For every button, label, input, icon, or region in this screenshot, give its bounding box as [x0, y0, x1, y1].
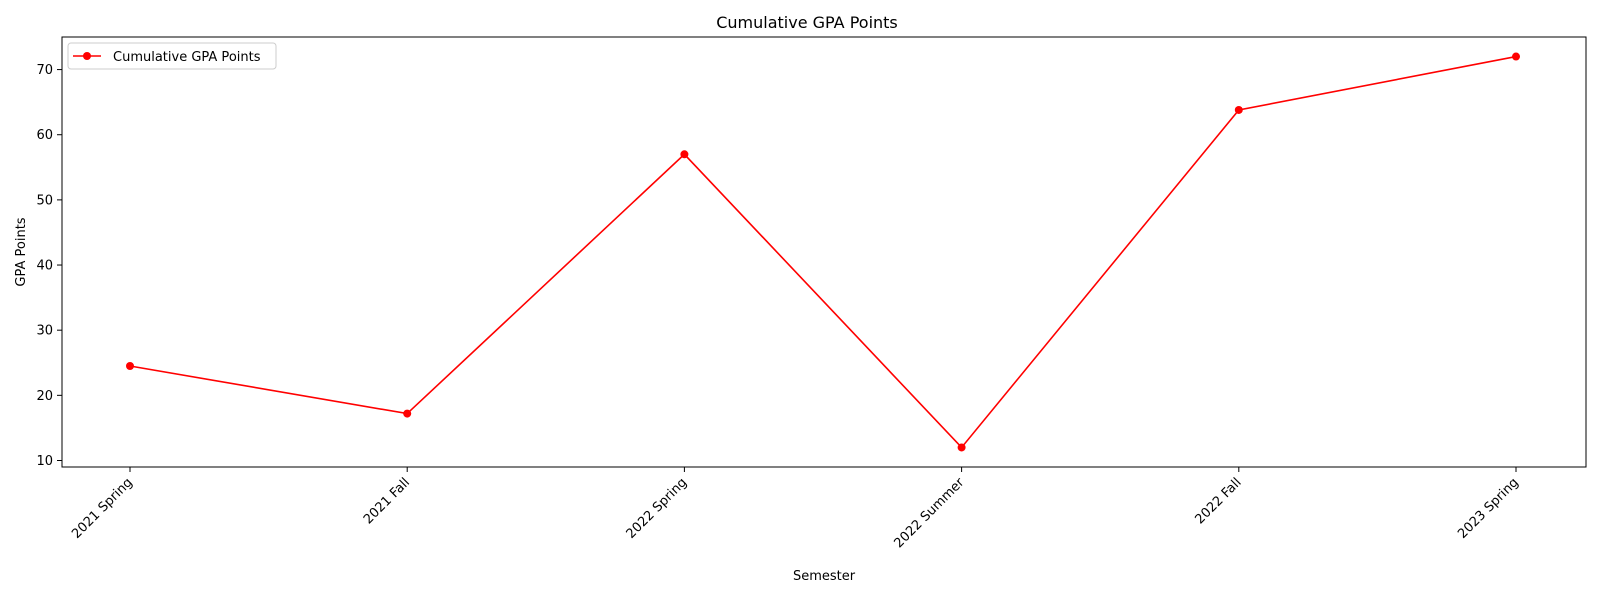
x-tick-label: 2022 Spring	[624, 475, 691, 542]
y-tick-label: 20	[36, 389, 53, 404]
x-tick-label: 2022 Summer	[891, 475, 967, 551]
data-point	[403, 409, 412, 418]
x-axis: 2021 Spring 2021 Fall 2022 Spring 2022 Summ…	[69, 467, 1522, 551]
y-tick-label: 10	[36, 454, 53, 469]
y-tick-label: 30	[36, 324, 53, 339]
y-tick-label: 50	[36, 193, 53, 208]
legend-label: Cumulative GPA Points	[113, 50, 261, 65]
y-tick-label: 40	[36, 259, 53, 274]
data-point	[126, 362, 134, 371]
x-tick-label: 2022 Fall	[1193, 475, 1245, 527]
y-tick-label: 70	[36, 63, 53, 78]
legend-box	[67, 42, 277, 70]
y-tick-label: 60	[36, 128, 53, 143]
legend: Cumulative GPA Points	[67, 42, 277, 70]
data-point	[957, 443, 966, 452]
x-tick-label: 2023 Spring	[1455, 475, 1522, 542]
plot-area	[61, 36, 1587, 468]
data-point	[1234, 105, 1243, 114]
y-axis: 10 20 30 40 50 60 70	[36, 63, 62, 469]
data-point	[1512, 52, 1520, 61]
x-tick-label: 2021 Spring	[69, 475, 136, 542]
x-tick-label: 2021 Fall	[361, 475, 413, 527]
legend-marker-swatch	[83, 52, 91, 60]
x-axis-label: Semester	[793, 569, 856, 584]
data-point	[680, 150, 689, 159]
series-layer	[126, 52, 1520, 452]
series-line	[129, 55, 1517, 449]
y-axis-label: GPA Points	[14, 217, 29, 286]
chart-title: Cumulative GPA Points	[716, 13, 898, 32]
